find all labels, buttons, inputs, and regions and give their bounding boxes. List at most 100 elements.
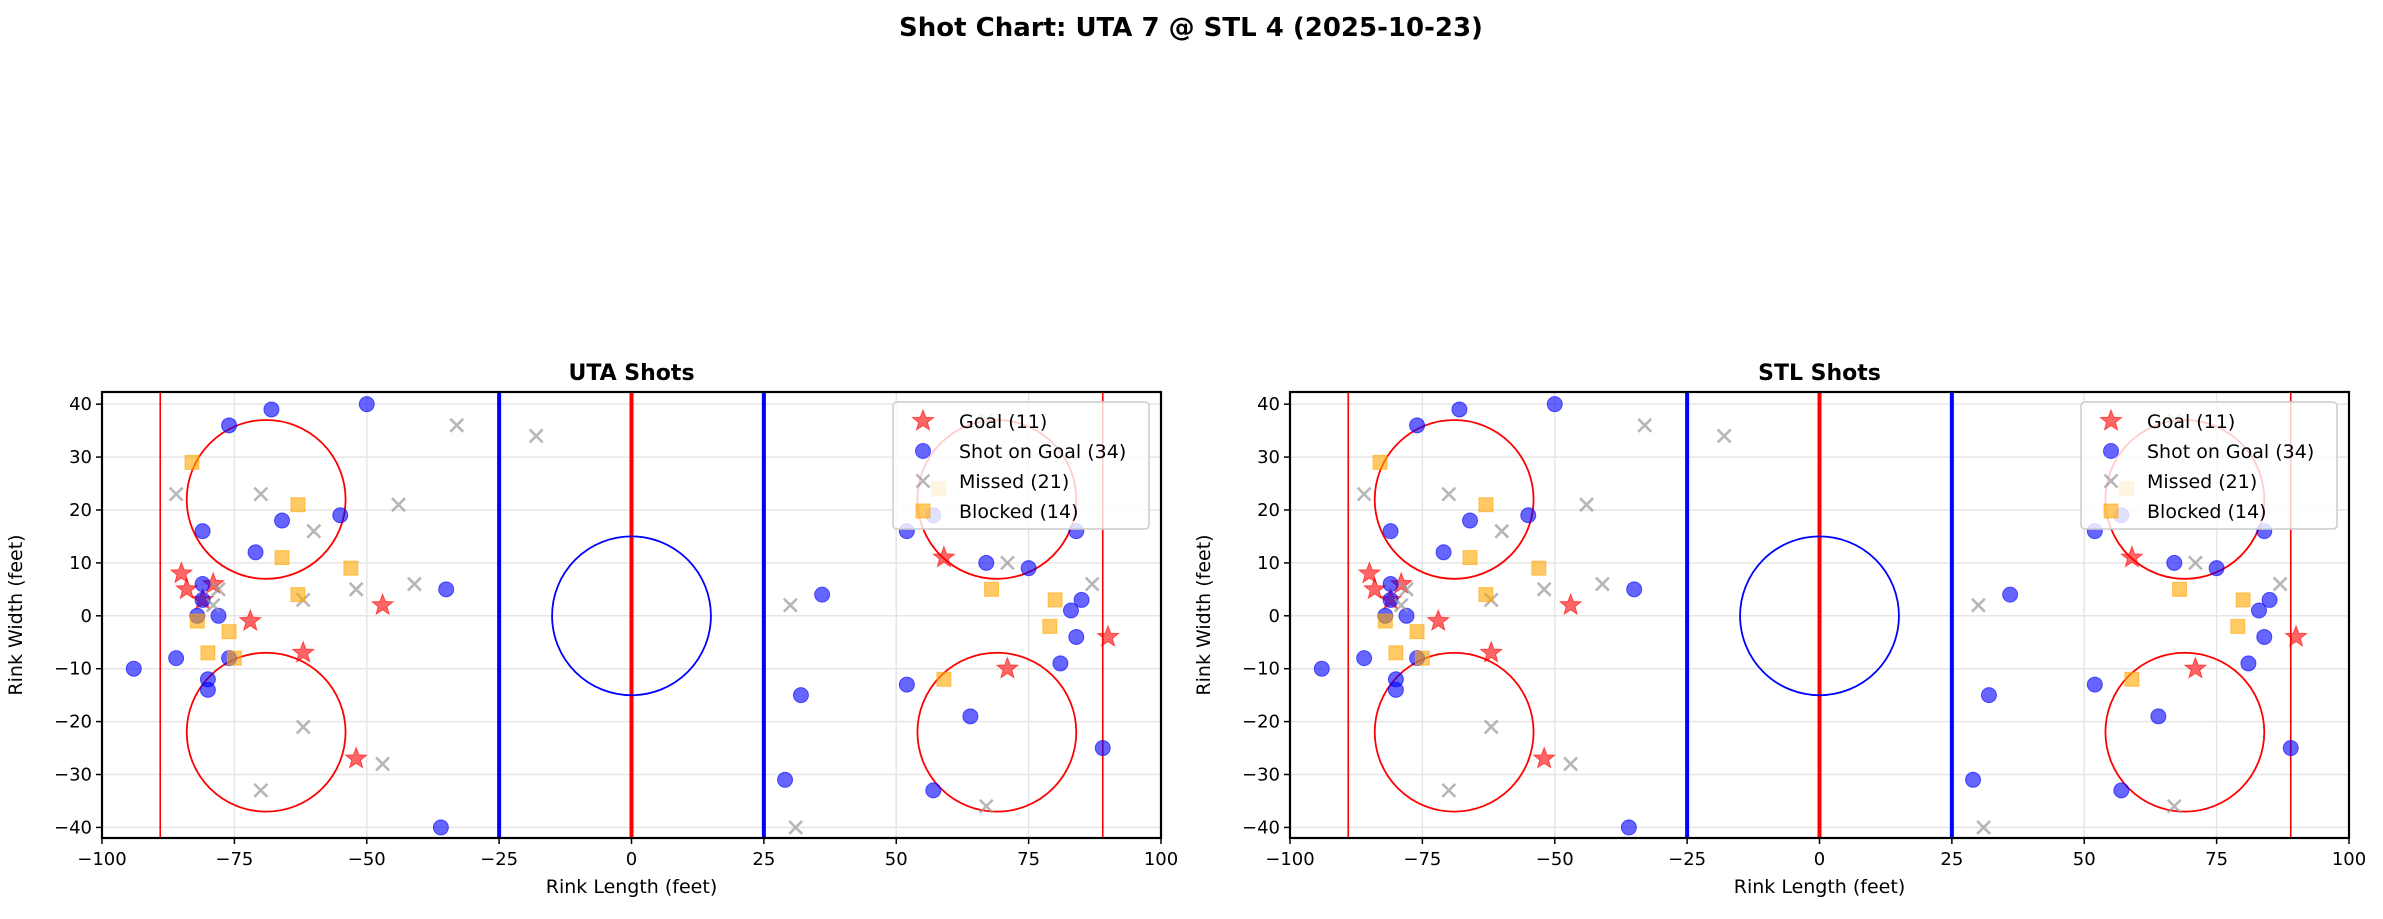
faceoff-circle	[2104, 651, 2266, 813]
y-tick-label: 10	[69, 553, 92, 574]
shot-point-square	[221, 624, 237, 640]
shot-point-x	[449, 417, 465, 433]
shot-point-x	[295, 719, 311, 735]
x-tick-label: 50	[2073, 849, 2096, 870]
y-tick-label: −40	[1242, 817, 1280, 838]
shot-point-star	[2183, 656, 2208, 679]
legend: Goal (11) Shot on Goal (34) Missed (21) Blo…	[892, 401, 1150, 530]
y-tick-label: −20	[1242, 712, 1280, 733]
shot-point-square	[1409, 624, 1425, 640]
shot-point-x	[1579, 497, 1594, 513]
y-tick-label: −30	[54, 765, 92, 786]
shot-point-square	[1478, 497, 1494, 513]
legend-marker-star	[911, 408, 935, 432]
shot-point-circle	[199, 681, 216, 698]
x-tick-label: −100	[77, 849, 126, 870]
shot-point-square	[1531, 560, 1547, 576]
y-tick-label: −10	[1242, 659, 1280, 680]
shot-point-x	[1000, 555, 1015, 571]
legend-label: Goal (11)	[959, 411, 1047, 433]
shot-point-circle	[1073, 591, 1090, 608]
shot-point-circle	[1520, 507, 1537, 524]
shot-point-circle	[168, 650, 185, 667]
shot-point-square	[1377, 613, 1393, 629]
shot-point-star	[2120, 545, 2144, 568]
faceoff-circle	[916, 651, 1078, 813]
series-star	[1357, 545, 2308, 769]
shot-point-circle	[438, 581, 455, 598]
shot-point-circle	[1382, 576, 1399, 593]
legend-label: Shot on Goal (34)	[2147, 441, 2314, 463]
legend-label: Blocked (14)	[2147, 501, 2267, 523]
x-axis-label: Rink Length (feet)	[1734, 876, 1905, 898]
x-tick-label: 100	[2332, 849, 2366, 870]
y-tick-label: 20	[69, 500, 92, 521]
x-axis-label: Rink Length (feet)	[546, 876, 717, 898]
shot-point-circle	[1965, 771, 1982, 788]
shot-point-circle	[210, 607, 227, 624]
x-tick-label: −25	[480, 849, 518, 870]
shot-point-x	[1637, 417, 1653, 433]
shot-point-x	[253, 486, 269, 502]
shot-point-star	[370, 592, 395, 616]
shot-point-x	[211, 581, 226, 597]
shot-point-square	[343, 560, 359, 576]
subplot-1: −100 −75 −50 −25 0 25 50 75 100−40−30−20−1001020…	[1193, 361, 2366, 898]
shot-point-circle	[2113, 782, 2130, 799]
shot-point-circle	[792, 687, 809, 704]
shot-point-circle	[898, 676, 915, 693]
shot-point-circle	[2086, 676, 2103, 693]
shot-point-x	[205, 597, 221, 613]
shot-point-square	[1414, 650, 1430, 666]
shot-point-x	[2272, 576, 2288, 592]
shot-point-circle	[1620, 819, 1637, 836]
figure-title: Shot Chart: UTA 7 @ STL 4 (2025-10-23)	[899, 13, 1483, 43]
shot-point-circle	[2250, 602, 2267, 619]
rink-markings	[159, 392, 1104, 838]
shot-point-square	[1388, 645, 1404, 661]
shot-point-circle	[125, 660, 142, 677]
legend-label: Goal (11)	[2147, 411, 2235, 433]
x-tick-label: 75	[2205, 849, 2228, 870]
shot-point-star	[2284, 624, 2308, 648]
shot-point-star	[344, 746, 368, 769]
shot-point-x	[375, 756, 391, 772]
y-tick-label: 0	[81, 606, 92, 627]
shot-point-circle	[1451, 401, 1468, 418]
shot-point-star	[1362, 576, 1387, 600]
shot-point-x	[1536, 581, 1552, 597]
shot-point-square	[1047, 592, 1063, 608]
shot-point-circle	[1980, 687, 1997, 704]
shot-point-circle	[221, 417, 238, 434]
legend-box	[2080, 401, 2338, 530]
shot-point-circle	[1626, 581, 1643, 598]
shot-point-circle	[263, 401, 280, 418]
y-axis-label: Rink Width (feet)	[5, 534, 27, 695]
shot-point-circle	[1382, 591, 1399, 608]
shot-point-x	[1976, 819, 1992, 835]
shot-point-square	[184, 454, 200, 470]
series-circle	[125, 396, 1111, 836]
y-tick-label: 0	[1269, 606, 1280, 627]
shot-point-circle	[194, 523, 211, 540]
legend-marker-square	[2103, 503, 2119, 519]
shot-point-circle	[1435, 544, 1452, 561]
shot-point-circle	[2261, 591, 2278, 608]
x-tick-label: −25	[1668, 849, 1706, 870]
shot-point-star	[174, 576, 199, 600]
x-tick-label: −75	[215, 849, 253, 870]
shot-point-square	[2172, 581, 2188, 597]
x-tick-label: 25	[752, 849, 775, 870]
shot-point-circle	[274, 512, 291, 529]
shot-point-circle	[925, 782, 942, 799]
shot-point-circle	[1020, 560, 1037, 577]
shot-point-star	[1426, 608, 1451, 632]
shot-point-x	[528, 428, 544, 444]
y-tick-label: 40	[1257, 394, 1280, 415]
shot-point-circle	[194, 576, 211, 593]
shot-point-circle	[1462, 512, 1479, 529]
shot-point-square	[290, 587, 306, 603]
shot-point-x	[253, 782, 269, 798]
x-tick-label: −50	[348, 849, 386, 870]
shot-point-x	[306, 523, 322, 539]
